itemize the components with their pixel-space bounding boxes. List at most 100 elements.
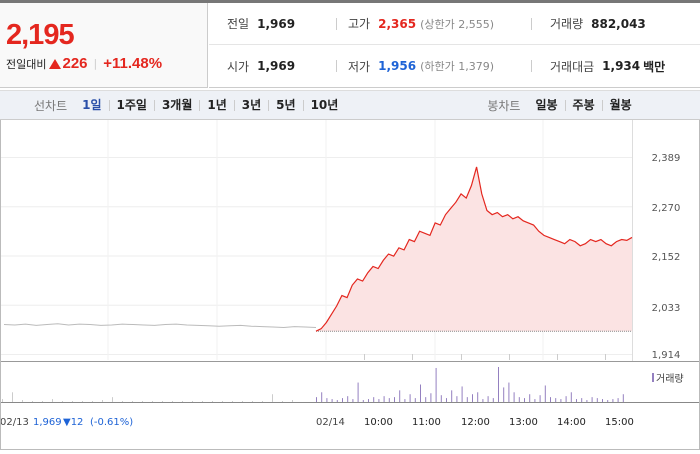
x-tick: 15:00 <box>605 417 634 428</box>
volume-bar <box>414 398 416 402</box>
tab-1w[interactable]: 1주일 <box>108 99 154 111</box>
volume-bar <box>425 397 427 402</box>
volume-bar <box>518 397 520 402</box>
chart-svg: 2,389 2,270 2,152 2,033 1,914 거래량 02/13 … <box>0 120 700 428</box>
up-triangle-icon <box>49 58 62 69</box>
volume-bar <box>472 394 473 402</box>
volume-bar <box>222 401 223 402</box>
stat-prev-close: 전일 1,969 <box>227 16 296 32</box>
volume-bar <box>52 399 53 402</box>
volume-bar <box>272 394 273 402</box>
volume-bar <box>262 401 263 402</box>
price-line <box>315 166 633 332</box>
prev-day-line <box>3 323 317 328</box>
volume-bar <box>524 398 525 402</box>
tab-3m[interactable]: 3개월 <box>153 99 199 111</box>
stat-low: 저가 1,956 (하한가 1,379) <box>348 59 494 74</box>
volume-bar <box>570 392 572 402</box>
volume-bar <box>42 401 43 402</box>
volume-bar <box>555 398 557 402</box>
y-tick: 2,389 <box>652 153 681 164</box>
volume-bar <box>539 395 541 402</box>
volume-bar <box>252 401 253 402</box>
volume-legend: 거래량 <box>656 373 684 385</box>
y-tick: 2,152 <box>652 252 681 263</box>
volume-bar <box>420 384 421 402</box>
price-chart: 2,389 2,270 2,152 2,033 1,914 거래량 02/13 … <box>0 120 700 450</box>
volume-bar <box>492 398 494 402</box>
y-tick: 2,033 <box>652 303 681 314</box>
volume-bar <box>2 399 3 402</box>
tab-1d[interactable]: 1일 <box>82 97 102 112</box>
prev-close: 1,969 <box>33 417 62 428</box>
volume-bar <box>368 399 369 402</box>
volume-bar <box>503 387 505 402</box>
volume-bar <box>461 386 463 402</box>
stat-open: 시가 1,969 <box>227 59 296 74</box>
x-tick: 10:00 <box>364 417 393 428</box>
volume-bar <box>404 399 406 402</box>
change-percent: +11.48% <box>103 55 163 72</box>
current-price: 2,195 <box>6 19 75 51</box>
volume-bar <box>352 399 354 402</box>
volume-bar <box>576 399 577 402</box>
tab-monthly[interactable]: 월봉 <box>601 99 639 111</box>
volume-bar <box>316 397 317 402</box>
volume-bar <box>342 398 343 402</box>
stat-high: 고가 2,365 (상한가 2,555) <box>348 16 494 32</box>
candle-chart-label: 봉차트 <box>487 98 521 113</box>
volume-bar <box>122 401 123 402</box>
volume-bar <box>440 395 442 402</box>
volume-bar <box>172 401 173 402</box>
volume-bar <box>202 401 203 402</box>
y-tick: 2,270 <box>652 203 681 214</box>
volume-bar <box>622 394 624 402</box>
volume-bar <box>586 400 588 402</box>
line-chart-label: 선차트 <box>34 98 68 113</box>
volume-bar <box>550 397 551 402</box>
volume-bar <box>617 398 619 402</box>
volume-bar <box>336 400 338 402</box>
volume-bar <box>477 392 479 402</box>
volume-bar <box>399 390 401 402</box>
price-area <box>316 166 632 332</box>
volume-bar <box>466 397 468 402</box>
volume-bar <box>394 397 395 402</box>
volume-bar <box>373 397 375 402</box>
volume-bar <box>357 382 359 402</box>
volume-bar <box>596 398 598 402</box>
volume-bar <box>544 385 546 402</box>
volume-bar <box>142 401 143 402</box>
change-value: 226 <box>62 55 88 72</box>
tab-daily[interactable]: 일봉 <box>535 97 558 112</box>
tab-1y[interactable]: 1년 <box>199 99 233 111</box>
x-tick: 11:00 <box>412 417 441 428</box>
tab-10y[interactable]: 10년 <box>302 99 346 111</box>
x-tick: 14:00 <box>557 417 586 428</box>
volume-bar <box>331 399 333 402</box>
price-summary: 2,195 전일대비 226 | +11.48% <box>0 3 208 88</box>
prev-date: 02/13 <box>0 417 29 428</box>
volume-bar <box>112 397 113 402</box>
volume-bar <box>446 398 447 402</box>
volume-bar <box>132 401 133 402</box>
volume-bar <box>612 399 614 402</box>
tab-weekly[interactable]: 주봉 <box>564 99 602 111</box>
change-label: 전일대비 <box>6 57 47 71</box>
volume-bar <box>565 396 567 402</box>
volume-bar <box>534 399 536 402</box>
stats-panel: 전일 1,969 고가 2,365 (상한가 2,555) 거래량 882,043 시가… <box>209 3 700 88</box>
volume-bar <box>82 401 83 402</box>
volume-bar <box>456 396 458 402</box>
volume-bar <box>430 393 432 402</box>
stat-amount: 거래대금 1,934 백만 <box>550 59 666 74</box>
volume-bar <box>152 401 153 402</box>
volume-bar <box>451 390 453 402</box>
volume-bar <box>32 401 33 402</box>
tab-5y[interactable]: 5년 <box>268 99 302 111</box>
tab-3y[interactable]: 3년 <box>233 99 268 111</box>
volume-bar <box>242 401 243 402</box>
volume-bar <box>591 397 593 402</box>
volume-bar <box>292 400 293 402</box>
volume-bar <box>435 367 437 402</box>
